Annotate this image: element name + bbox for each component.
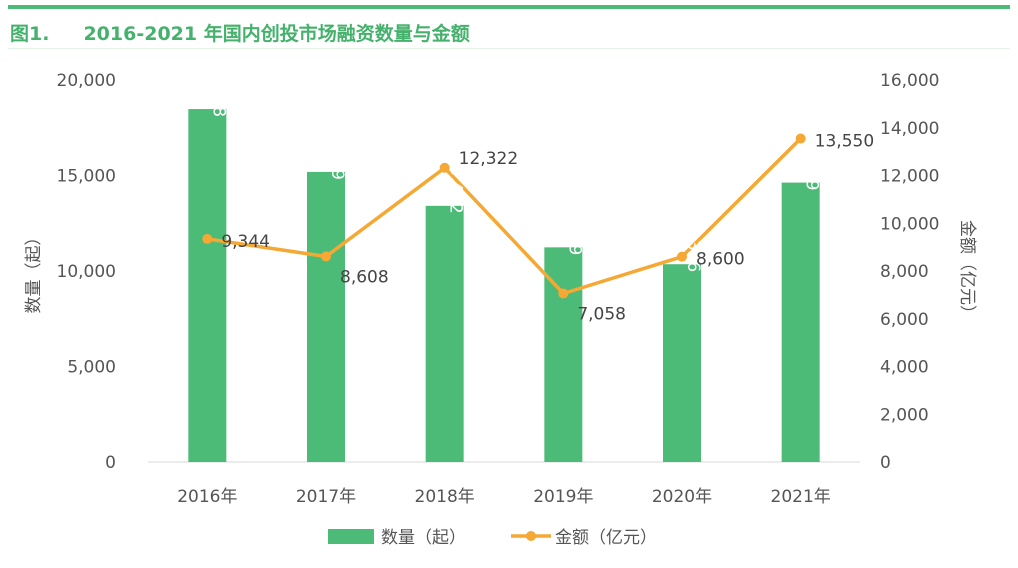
bar-data-label: 13,412 — [446, 154, 466, 213]
bar-data-label: 15,189 — [327, 120, 347, 179]
x-tick-label: 2016年 — [177, 487, 237, 507]
x-tick-label: 2020年 — [652, 487, 712, 507]
legend-bar-label: 数量（起） — [381, 528, 466, 548]
y-axis-title: 数量（起） — [24, 229, 44, 314]
title-rule — [8, 48, 1010, 49]
legend-line-marker — [526, 531, 536, 541]
line-point — [202, 233, 213, 244]
y-tick-label: 5,000 — [67, 358, 116, 378]
y2-tick-label: 16,000 — [880, 71, 939, 91]
bar-data-label: 14,629 — [802, 131, 822, 190]
legend-line-label: 金额（亿元） — [555, 528, 657, 548]
line-data-label: 9,344 — [221, 232, 270, 252]
top-rule — [8, 5, 1010, 9]
y2-tick-label: 12,000 — [880, 167, 939, 187]
line-point — [558, 288, 569, 299]
bar-data-label: 18,478 — [208, 58, 228, 117]
line-point — [321, 251, 331, 262]
x-tick-label: 2018年 — [415, 487, 475, 507]
x-tick-label: 2019年 — [533, 487, 593, 507]
amount-line — [207, 137, 802, 296]
y-tick-label: 0 — [105, 453, 116, 473]
x-tick-label: 2017年 — [296, 487, 356, 507]
y2-tick-label: 4,000 — [880, 358, 929, 378]
line-point — [795, 133, 806, 144]
y-tick-label: 10,000 — [57, 262, 116, 282]
bar — [425, 205, 464, 462]
legend-bar-swatch — [328, 529, 374, 544]
y2-axis-title: 金额（亿元） — [957, 220, 977, 322]
bar — [544, 247, 583, 462]
bar-data-label: 10,356 — [683, 213, 703, 272]
y2-tick-label: 2,000 — [880, 405, 929, 425]
title-text: 2016-2021 年国内创投市场融资数量与金额 — [83, 23, 470, 45]
y2-tick-label: 14,000 — [880, 119, 939, 139]
bar — [781, 182, 820, 462]
line-data-label: 8,600 — [696, 250, 745, 270]
y-tick-label: 15,000 — [57, 167, 116, 187]
bar — [663, 264, 701, 462]
line-data-label: 12,322 — [459, 149, 518, 169]
y2-tick-label: 8,000 — [880, 262, 929, 282]
y2-tick-label: 0 — [880, 453, 891, 473]
y2-tick-label: 10,000 — [880, 214, 939, 234]
y-tick-label: 20,000 — [57, 71, 116, 91]
bar — [188, 109, 227, 463]
line-data-label: 7,058 — [577, 304, 626, 324]
bar — [307, 171, 345, 462]
chart-title: 图1. 2016-2021 年国内创投市场融资数量与金额 — [10, 19, 470, 46]
figure-number: 图1. — [10, 23, 50, 45]
line-data-label: 13,550 — [815, 131, 874, 151]
y2-tick-label: 6,000 — [880, 310, 929, 330]
line-point — [677, 251, 687, 262]
line-data-label: 8,608 — [340, 267, 389, 287]
bar-data-label: 11,239 — [564, 196, 584, 255]
line-point — [439, 162, 450, 173]
x-tick-label: 2021年 — [771, 487, 831, 507]
